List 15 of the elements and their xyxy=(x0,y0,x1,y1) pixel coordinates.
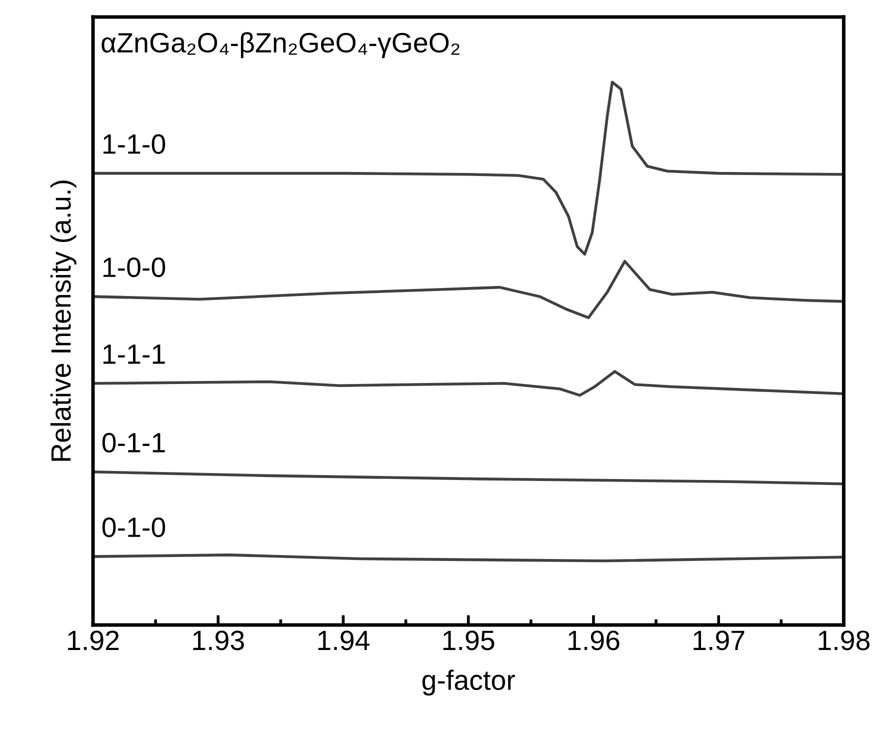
series-label: 1-1-1 xyxy=(103,344,165,364)
y-axis-title: Relative Intensity (a.u.) xyxy=(50,180,76,461)
x-tick-label: 1.98 xyxy=(818,630,870,650)
series-label: 0-1-0 xyxy=(102,518,166,538)
series-label: 1-0-0 xyxy=(103,258,166,278)
x-axis-title: g-factor xyxy=(422,670,515,696)
x-tick-label: 1.96 xyxy=(568,630,620,650)
x-tick-label: 1.95 xyxy=(443,630,494,650)
series-label: 1-1-0 xyxy=(103,134,166,154)
x-tick-label: 1.92 xyxy=(68,630,119,650)
x-tick-label: 1.93 xyxy=(193,630,244,650)
chart-title: αZnGa₂O₄-βZn₂GeO₄-γGeO₂ xyxy=(102,32,460,58)
x-tick-label: 1.94 xyxy=(318,630,370,650)
series-label: 0-1-1 xyxy=(102,432,165,453)
x-tick-label: 1.97 xyxy=(694,630,744,650)
